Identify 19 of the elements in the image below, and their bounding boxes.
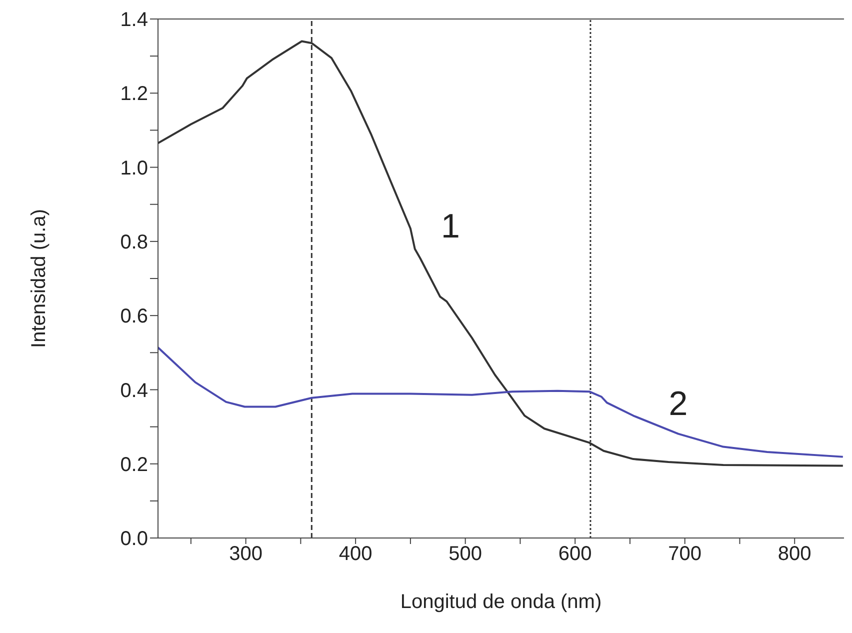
- series-label: 2: [668, 384, 688, 423]
- y-tick-label: 0.2: [120, 454, 148, 476]
- line-series: [158, 346, 844, 458]
- y-tick-label: 1.0: [120, 157, 148, 180]
- y-axis-title: Intensidad (u.a): [28, 209, 50, 348]
- x-tick-label: 400: [338, 543, 372, 566]
- y-tick-label: 0.0: [120, 528, 148, 550]
- x-tick-label: 700: [668, 543, 702, 566]
- y-tick-label: 0.4: [120, 380, 148, 402]
- x-tick-label: 600: [558, 543, 592, 566]
- x-tick-label: 500: [448, 543, 482, 566]
- series-label: 1: [440, 207, 460, 246]
- x-tick-label: 800: [778, 543, 812, 566]
- x-tick-label: 300: [229, 543, 262, 566]
- y-tick-label: 0.6: [120, 306, 148, 328]
- y-tick-label: 1.2: [120, 83, 148, 106]
- y-tick-label: 1.4: [120, 9, 148, 32]
- y-tick-label: 0.8: [120, 232, 148, 254]
- x-axis-title: Longitud de onda (nm): [400, 591, 602, 613]
